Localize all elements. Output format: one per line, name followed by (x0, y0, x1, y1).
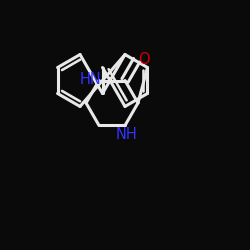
Text: HN: HN (80, 72, 101, 87)
Text: NH: NH (116, 127, 138, 142)
Text: O: O (138, 52, 150, 66)
